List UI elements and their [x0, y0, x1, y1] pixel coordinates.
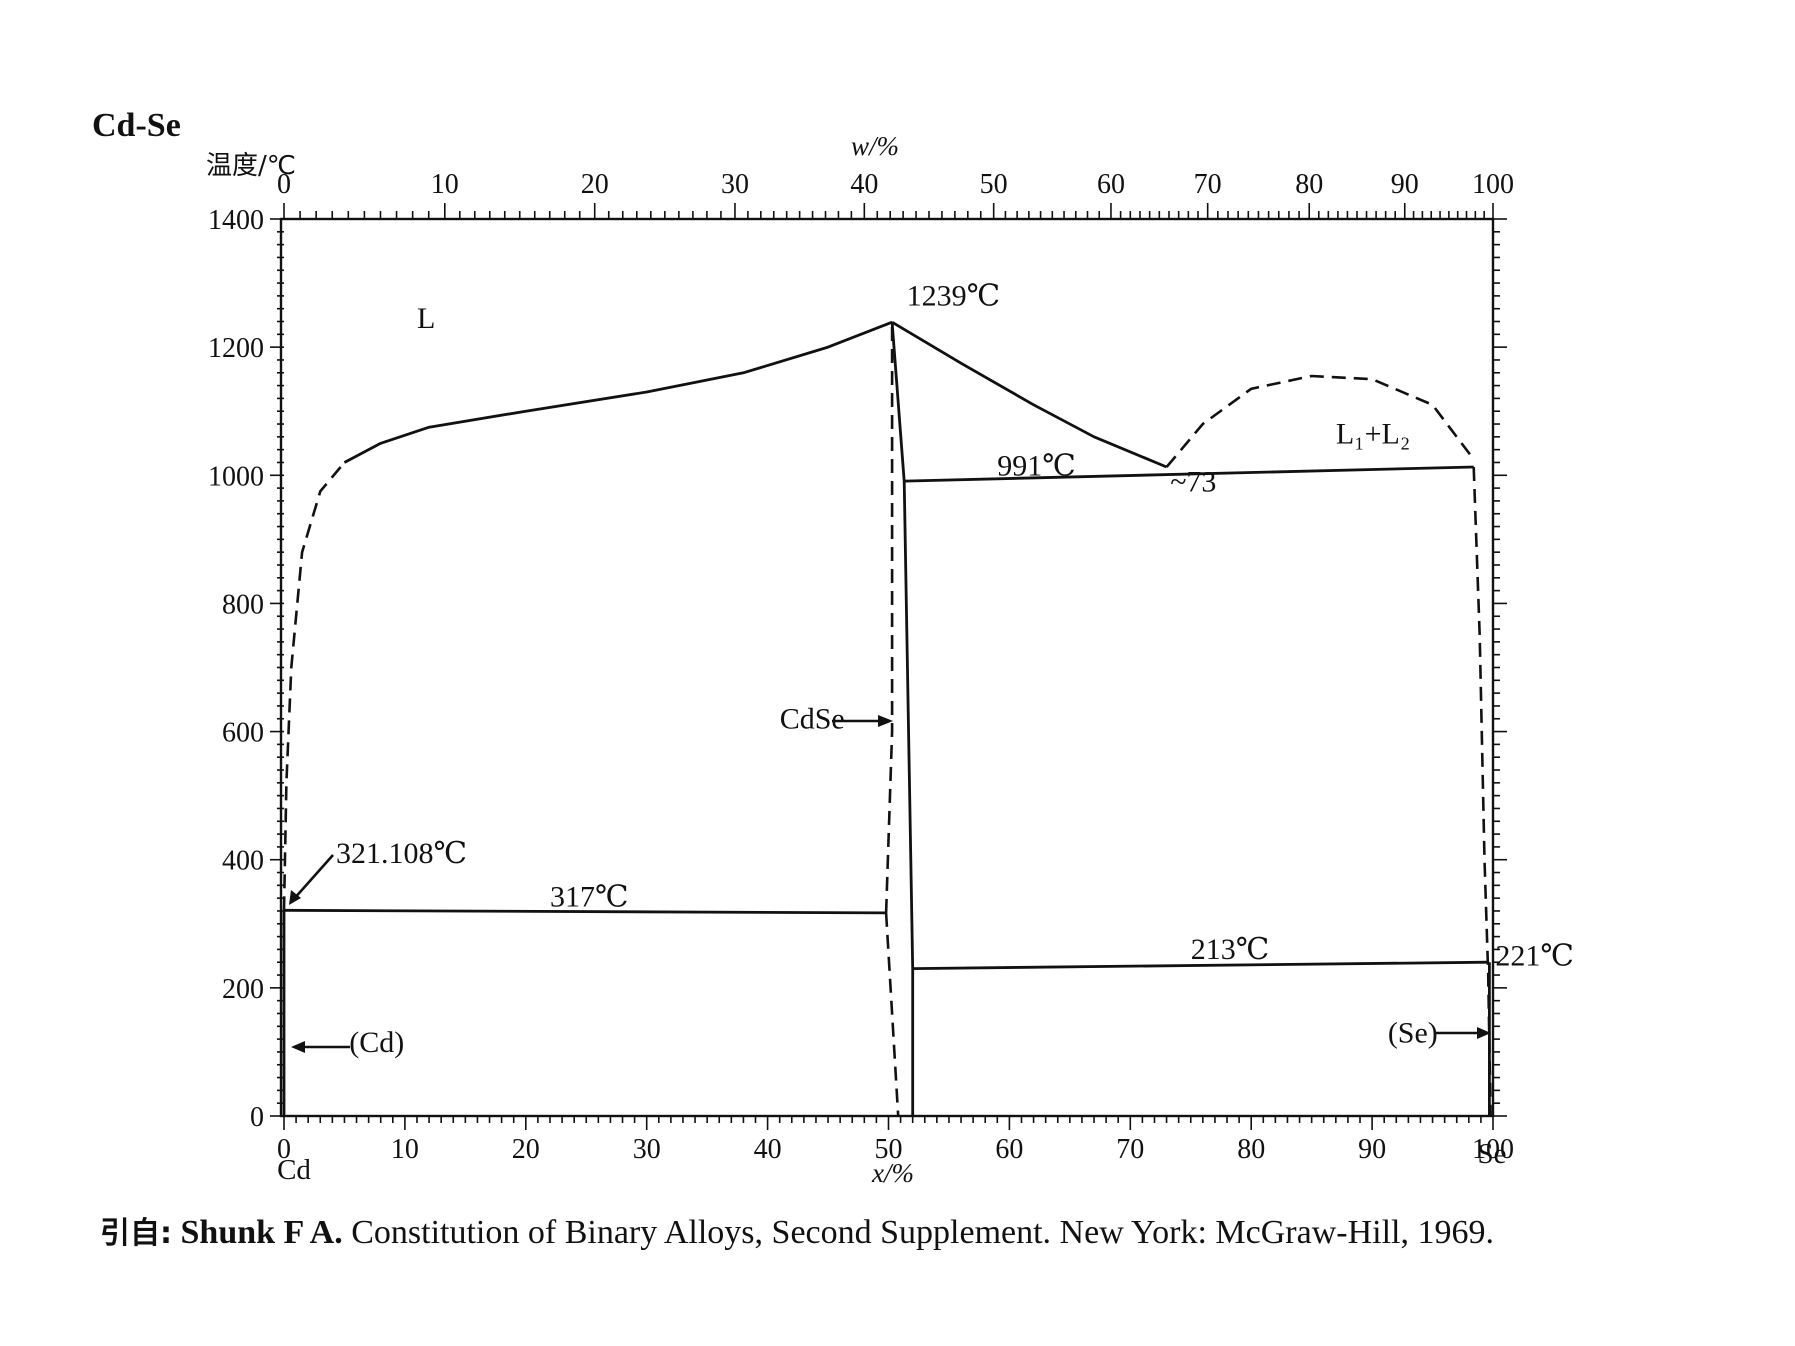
x-end-label-right: Se — [1478, 1138, 1507, 1170]
phase-boundary-5 — [283, 908, 887, 915]
x-tick-label-top: 20 — [581, 169, 609, 200]
diagram-annotations: L 1239℃ 991℃ ~73 L₁+L₂ CdSe 321.108℃ 317℃ 213℃ 22… — [336, 279, 1574, 1058]
y-tick-label: 800 — [222, 589, 264, 620]
phase-boundary-1 — [343, 320, 893, 464]
caption-author: Shunk F A. — [181, 1214, 343, 1251]
phase-boundary-7 — [912, 960, 1489, 970]
x-tick-label-bottom: 40 — [754, 1134, 782, 1165]
x-tick-label-top: 30 — [721, 169, 749, 200]
annotation-label: (Se) — [1388, 1016, 1438, 1049]
annotation-label: CdSe — [780, 702, 845, 735]
x-tick-label-top: 70 — [1194, 169, 1222, 200]
y-tick-label: 1000 — [208, 461, 264, 492]
phase-boundary-8 — [890, 322, 915, 1116]
bottom-axis-label: x/% — [871, 1158, 914, 1188]
x-tick-label-top: 60 — [1097, 169, 1125, 200]
caption-prefix: 引自: — [100, 1216, 172, 1251]
annotation-label: 991℃ — [997, 449, 1076, 482]
y-tick-label: 1200 — [208, 333, 264, 364]
y-tick-label: 400 — [222, 846, 264, 877]
y-tick-label: 0 — [250, 1102, 264, 1133]
y-tick-label: 200 — [222, 974, 264, 1005]
x-tick-label-bottom: 50 — [875, 1134, 903, 1165]
arrow-cd-head — [291, 1041, 305, 1053]
x-tick-label-bottom: 100 — [1472, 1134, 1514, 1165]
phase-boundaries — [282, 320, 1492, 1117]
annotation-label: ~73 — [1170, 465, 1216, 498]
phase-boundary-10 — [884, 912, 900, 1117]
x-tick-label-bottom: 60 — [995, 1134, 1023, 1165]
x-tick-label-top: 50 — [980, 169, 1008, 200]
arrow-321 — [292, 854, 334, 901]
x-end-label-left: Cd — [277, 1154, 311, 1186]
phase-boundary-6 — [904, 465, 1474, 483]
arrow-321-head — [289, 890, 301, 905]
phase-boundary-2 — [891, 320, 1168, 469]
annotation-label: L₁+L₂ — [1336, 417, 1411, 450]
phase-boundary-9 — [884, 322, 894, 913]
axis-ticks — [270, 203, 1507, 1130]
x-tick-label-bottom: 80 — [1237, 1134, 1265, 1165]
x-tick-label-top: 100 — [1472, 169, 1514, 200]
annotation-label: 221℃ — [1495, 939, 1574, 972]
phase-boundary-0 — [282, 461, 346, 911]
phase-boundary-3 — [1165, 374, 1475, 468]
x-tick-label-top: 0 — [277, 169, 291, 200]
y-axis-label: 温度/℃ — [206, 151, 296, 181]
x-tick-label-bottom: 30 — [633, 1134, 661, 1165]
top-axis-label: w/% — [851, 131, 899, 161]
annotation-label: 317℃ — [550, 880, 629, 913]
annotation-label: 1239℃ — [907, 279, 1001, 312]
x-tick-label-bottom: 90 — [1358, 1134, 1386, 1165]
x-tick-label-top: 80 — [1295, 169, 1323, 200]
x-tick-label-top: 90 — [1391, 169, 1419, 200]
y-tick-label: 1400 — [208, 205, 264, 236]
x-tick-label-bottom: 10 — [391, 1134, 419, 1165]
annotation-label: L — [417, 302, 435, 335]
y-tick-label: 600 — [222, 718, 264, 749]
figure-caption: 引自: Shunk F A. Constitution of Binary Al… — [100, 1214, 1494, 1251]
x-tick-label-top: 10 — [431, 169, 459, 200]
annotation-arrows — [289, 715, 1491, 1053]
plot-frame — [279, 217, 1495, 1118]
x-tick-label-bottom: 20 — [512, 1134, 540, 1165]
annotation-label: 213℃ — [1191, 933, 1270, 966]
x-tick-label-bottom: 70 — [1116, 1134, 1144, 1165]
x-tick-label-top: 40 — [850, 169, 878, 200]
caption-body: Constitution of Binary Alloys, Second Su… — [351, 1214, 1494, 1251]
chart-title: Cd-Se — [92, 107, 181, 144]
annotation-label: (Cd) — [349, 1026, 404, 1059]
x-tick-label-bottom: 0 — [277, 1134, 291, 1165]
annotation-label: 321.108℃ — [336, 837, 467, 870]
arrow-cdse-head — [878, 715, 893, 727]
arrow-se-head — [1477, 1027, 1491, 1039]
